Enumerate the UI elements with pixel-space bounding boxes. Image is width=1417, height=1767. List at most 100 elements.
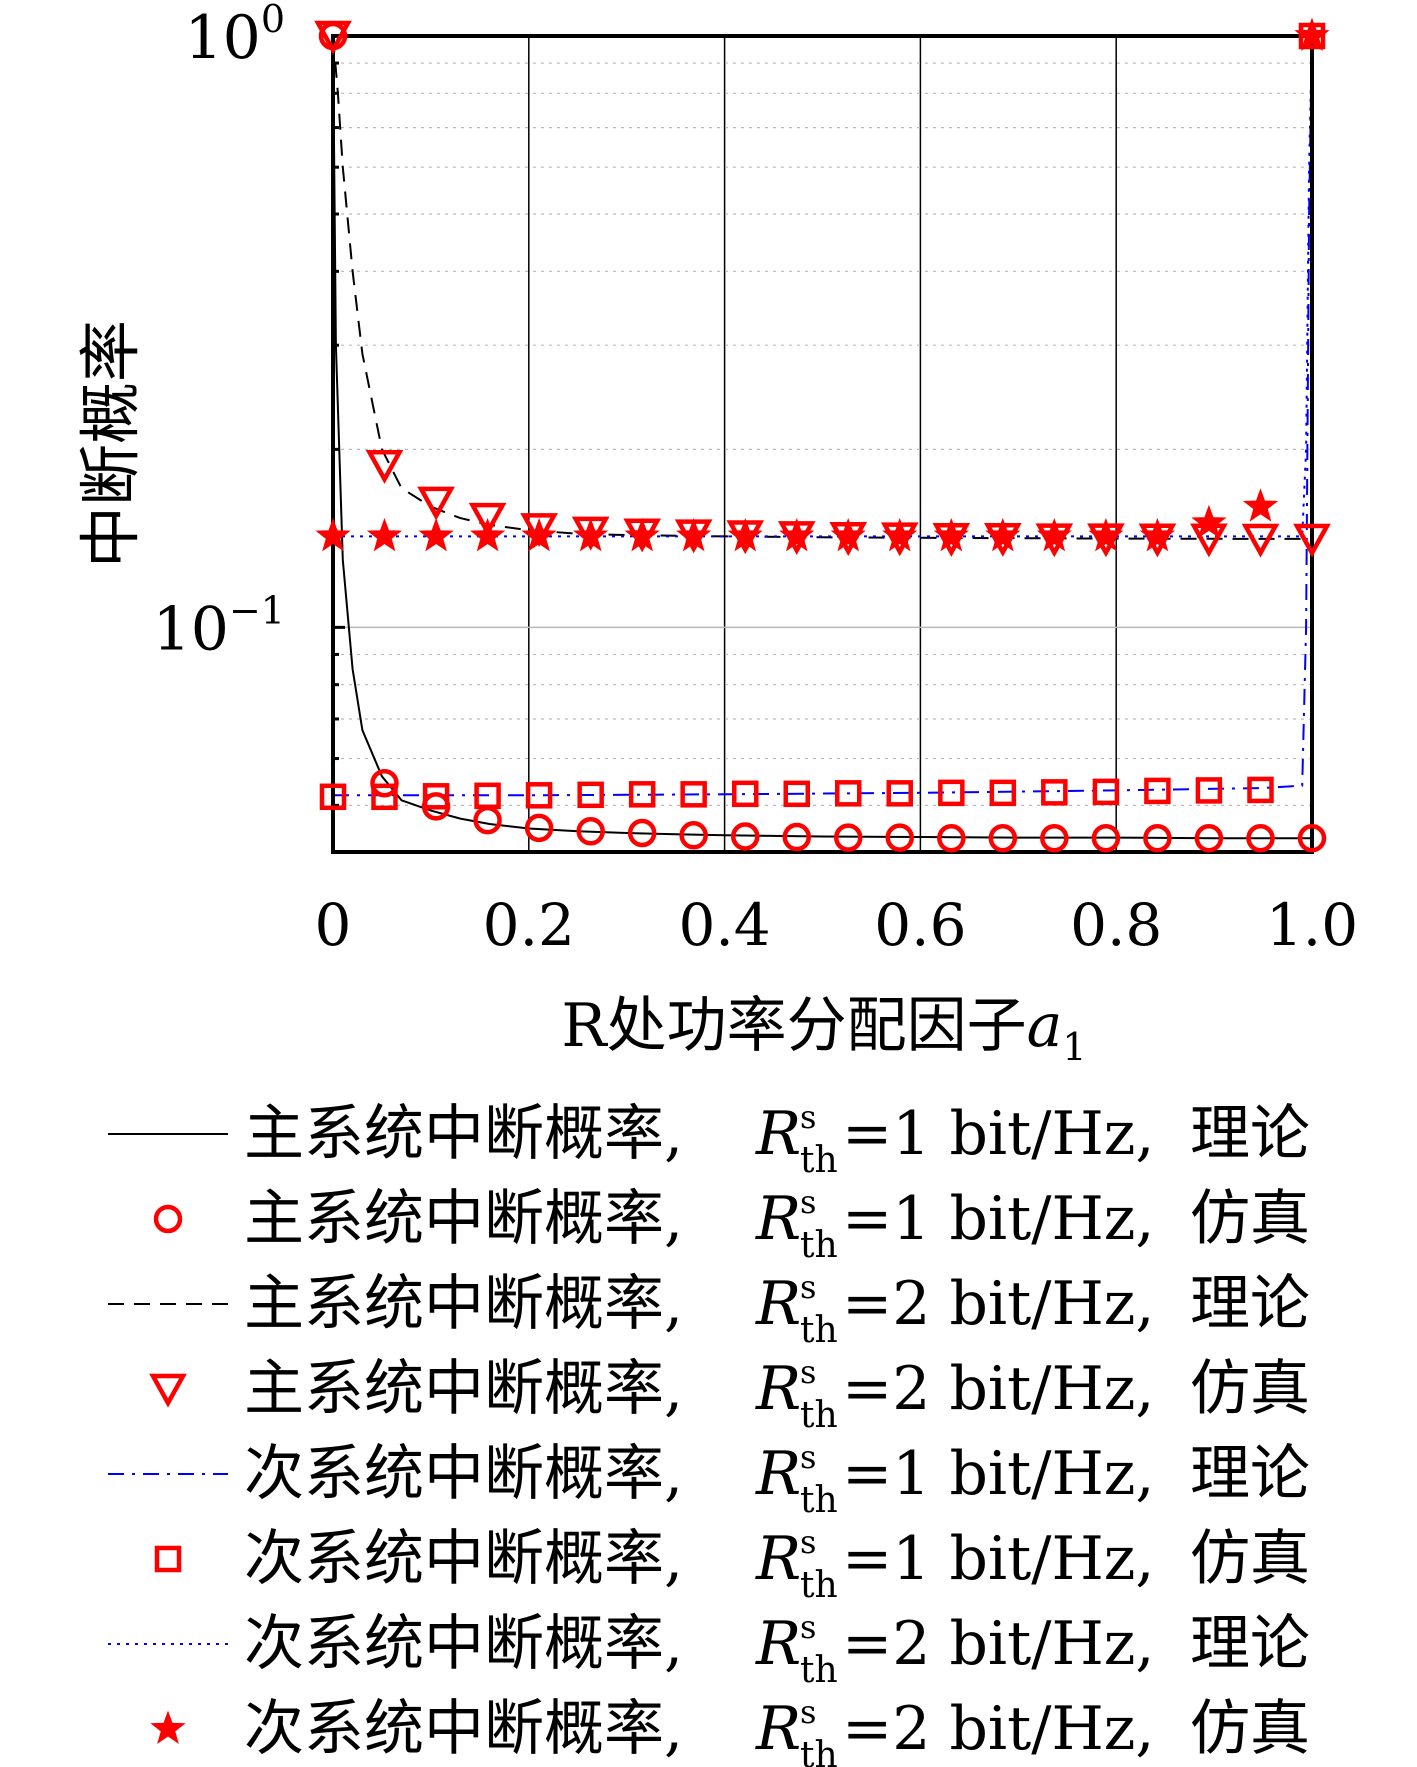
data-point-7 <box>882 517 918 552</box>
legend-rate: =2 bit/Hz, <box>842 1269 1154 1339</box>
data-point-1 <box>885 823 914 852</box>
x-tick-label: 0.2 <box>483 891 575 959</box>
legend-subscript: th <box>800 1650 838 1691</box>
data-point-5 <box>783 780 811 808</box>
legend-marker-sample <box>149 1373 187 1408</box>
data-point-7 <box>418 517 454 552</box>
data-point-1 <box>731 822 760 851</box>
data-point-3 <box>1293 523 1331 558</box>
data-point-7 <box>830 517 866 552</box>
legend-rate: =2 bit/Hz, <box>842 1609 1154 1679</box>
legend-label: 主系统中断概率, <box>244 1099 683 1169</box>
legend-rate: =1 bit/Hz, <box>842 1439 1154 1509</box>
data-point-5 <box>938 779 965 807</box>
data-point-3 <box>314 20 352 55</box>
data-point-3 <box>520 513 558 548</box>
legend-kind: 理论 <box>1190 1439 1310 1509</box>
x-tick-label: 1.0 <box>1266 891 1358 959</box>
data-point-1 <box>988 823 1018 853</box>
data-point-1 <box>782 822 812 852</box>
data-point-3 <box>468 502 507 537</box>
legend-kind: 仿真 <box>1190 1524 1310 1594</box>
data-point-5 <box>680 781 707 808</box>
legend-symbol: R <box>755 1694 801 1764</box>
series-line-6 <box>333 35 1313 538</box>
data-point-5 <box>1041 779 1068 806</box>
data-point-7 <box>624 517 660 552</box>
legend-rate: =1 bit/Hz, <box>842 1099 1154 1169</box>
legend-kind: 仿真 <box>1190 1354 1310 1424</box>
legend-rate: =2 bit/Hz, <box>842 1354 1154 1424</box>
legend-symbol: R <box>755 1184 801 1254</box>
series-line-2 <box>332 35 1313 540</box>
legend-symbol: R <box>755 1099 801 1169</box>
legend-marker-sample <box>150 1710 186 1744</box>
data-point-7 <box>315 517 351 552</box>
x-tick-label: 0.8 <box>1070 891 1162 959</box>
data-point-1 <box>627 818 657 848</box>
data-point-5 <box>628 781 656 808</box>
x-tick-label: 0.6 <box>874 891 966 959</box>
data-point-5 <box>371 783 398 811</box>
legend-kind: 理论 <box>1190 1609 1310 1679</box>
axis-ticks <box>333 34 345 807</box>
data-point-1 <box>1143 823 1172 853</box>
legend-symbol: R <box>755 1609 801 1679</box>
data-point-5 <box>474 782 501 810</box>
y-tick-label: 100 <box>184 0 285 73</box>
legend-label: 次系统中断概率, <box>244 1609 683 1679</box>
plot-frame <box>331 34 1314 854</box>
plot-markers <box>314 17 1331 853</box>
legend-rate: =1 bit/Hz, <box>842 1184 1154 1254</box>
legend-kind: 仿真 <box>1190 1694 1310 1764</box>
data-point-7 <box>676 517 712 552</box>
legend-superscript: s <box>800 1268 816 1306</box>
legend-rate: =1 bit/Hz, <box>842 1524 1154 1594</box>
data-point-1 <box>524 813 554 843</box>
data-point-1 <box>833 823 863 852</box>
data-point-7 <box>1242 488 1279 522</box>
data-point-5 <box>1195 777 1223 804</box>
data-point-5 <box>732 780 759 808</box>
data-point-5 <box>1247 776 1274 804</box>
legend-subscript: th <box>800 1310 838 1351</box>
legend-kind: 理论 <box>1190 1099 1310 1169</box>
data-point-1 <box>937 823 966 853</box>
data-point-5 <box>319 783 347 811</box>
legend-symbol: R <box>755 1269 801 1339</box>
data-point-1 <box>576 817 605 846</box>
data-point-3 <box>1241 523 1280 558</box>
legend-subscript: th <box>800 1565 838 1606</box>
legend-label: 主系统中断概率, <box>244 1354 683 1424</box>
legend-subscript: th <box>800 1225 838 1266</box>
data-point-7 <box>1139 517 1175 552</box>
data-point-7 <box>470 517 506 552</box>
data-point-1 <box>1091 823 1121 853</box>
x-tick-label: 0 <box>315 891 352 959</box>
legend-subscript: th <box>800 1480 838 1521</box>
data-point-7 <box>1088 517 1124 552</box>
data-point-1 <box>1246 823 1275 853</box>
legend-superscript: s <box>800 1608 816 1646</box>
data-point-7 <box>573 517 609 552</box>
y-axis-label: 中断概率 <box>74 320 147 568</box>
data-point-7 <box>985 517 1021 552</box>
legend-superscript: s <box>800 1353 816 1391</box>
data-point-7 <box>366 517 403 552</box>
legend-symbol: R <box>755 1354 801 1424</box>
legend-kind: 理论 <box>1190 1269 1310 1339</box>
series-line-4 <box>333 35 1313 797</box>
legend-label: 主系统中断概率, <box>244 1184 683 1254</box>
legend-subscript: th <box>800 1140 838 1181</box>
legend-kind: 仿真 <box>1190 1184 1310 1254</box>
data-point-5 <box>1092 778 1120 806</box>
legend-label: 次系统中断概率, <box>244 1439 683 1509</box>
legend-rate: =2 bit/Hz, <box>842 1694 1154 1764</box>
data-point-7 <box>1036 517 1072 552</box>
data-point-7 <box>1294 17 1330 51</box>
data-point-1 <box>1194 823 1224 853</box>
data-point-1 <box>679 821 708 850</box>
data-point-7 <box>933 517 969 552</box>
